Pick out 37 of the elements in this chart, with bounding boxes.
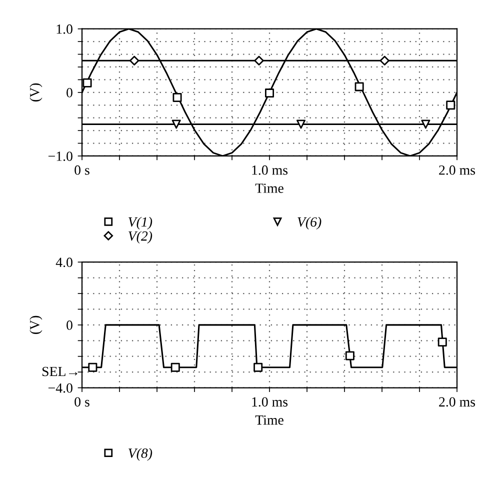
point <box>254 362 263 372</box>
point <box>88 362 98 372</box>
y-tick-label: 4.0 <box>56 258 72 268</box>
point <box>82 78 92 88</box>
point <box>170 362 180 372</box>
point <box>172 120 181 129</box>
point <box>172 93 182 102</box>
point <box>345 351 354 360</box>
y-axis-title: (V) <box>30 316 42 334</box>
legend-label: V(2) <box>128 230 152 244</box>
point <box>254 56 264 66</box>
legend-label: V(8) <box>128 448 152 461</box>
x-tick-label: 1.0 ms <box>252 397 288 407</box>
x-tick-label: 2.0 ms <box>439 165 476 175</box>
y-tick-label: −1.0 <box>48 152 72 162</box>
point <box>421 120 430 129</box>
point <box>296 120 306 129</box>
x-tick-label: 0 s <box>74 165 90 175</box>
x-tick-label: 0 s <box>74 397 90 407</box>
point <box>354 82 364 92</box>
y-tick-label: −4.0 <box>48 383 72 393</box>
legend-label: V(6) <box>298 216 322 230</box>
point <box>129 56 140 66</box>
point <box>380 56 390 66</box>
x-axis-title: Time <box>255 415 284 425</box>
legend-label: V(1) <box>128 216 152 230</box>
y-tick-label: 0 <box>66 320 72 330</box>
y-tick-label: 1.0 <box>56 24 72 34</box>
text: SEL→ <box>42 366 78 376</box>
y-tick-label: 0 <box>66 88 72 98</box>
point <box>438 338 447 347</box>
x-tick-label: 2.0 ms <box>439 397 476 407</box>
x-tick-label: 1.0 ms <box>252 165 288 175</box>
point <box>265 88 274 98</box>
x-axis-title: Time <box>255 184 284 193</box>
y-axis-title: (V) <box>30 83 42 102</box>
point <box>446 100 456 110</box>
